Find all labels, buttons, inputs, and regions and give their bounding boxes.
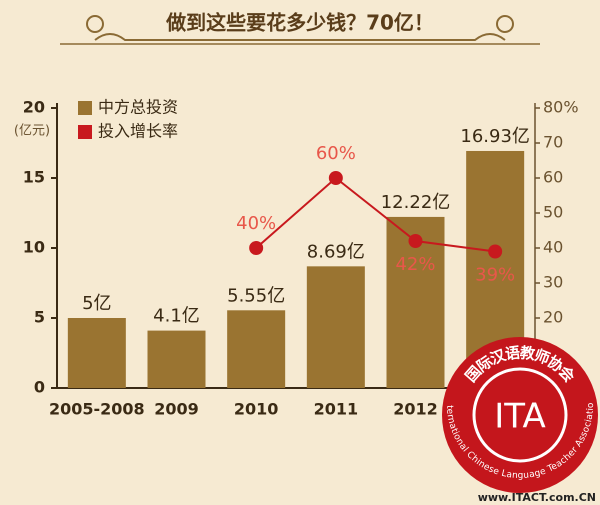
y-tick-label: 15 [23,168,45,187]
line-point [249,241,264,255]
line-point [328,171,343,185]
y2-tick-label: 60 [543,168,563,187]
bar-value-label: 16.93亿 [460,126,530,147]
y2-tick-label: 20 [543,308,563,327]
line-point [408,234,423,248]
line-value-label: 39% [475,265,515,286]
line-value-label: 42% [395,254,435,275]
line-value-label: 60% [316,143,356,164]
x-tick-label: 2010 [234,400,279,419]
watermark: www.ITACT.com.CN [478,491,596,504]
y-tick-label: 10 [23,238,45,257]
line-point [488,244,503,259]
legend-label: 投入增长率 [98,122,178,141]
chart-title: 做到这些要花多少钱？70亿！ [165,11,434,35]
logo-circle [442,337,598,493]
y2-tick-label: 70 [543,133,563,152]
bar [67,318,126,388]
bar-value-label: 5亿 [82,293,111,314]
legend-swatch [78,125,92,139]
x-tick-label: 2011 [314,400,359,419]
y-tick-label: 20 [23,98,45,117]
line-value-label: 40% [236,213,276,234]
y-axis-label: (亿元) [14,124,50,139]
bar [147,330,206,388]
y2-tick-label: 80% [543,98,579,117]
logo-ring [472,367,568,463]
bar-value-label: 8.69亿 [307,241,365,262]
bar-value-label: 4.1亿 [153,306,200,327]
plot: 0 5 10 15 20 20 30 40 50 60 70 80% 2005-2008 2009 2010… [23,98,579,419]
y-tick-label: 5 [34,308,45,327]
bar [306,266,365,388]
x-tick-label: 2012 [393,400,438,419]
logo-acronym: ITA [494,397,545,437]
x-tick-label: 2005-2008 [49,400,145,419]
title-banner [60,15,540,45]
y2-tick-label: 40 [543,238,563,257]
y2-tick-label: 50 [543,203,563,222]
line [255,176,496,253]
bar-value-label: 12.22亿 [381,192,451,213]
legend-swatch [78,101,92,115]
bar-value-label: 5.55亿 [227,285,285,306]
x-tick-label: 2009 [154,400,199,419]
y2-tick-label: 30 [543,273,563,292]
bar [227,310,286,388]
y-tick-label: 0 [34,378,45,397]
legend-label: 中方总投资 [98,98,178,117]
